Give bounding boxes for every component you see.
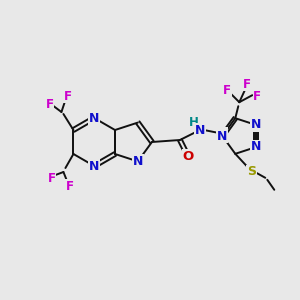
Text: N: N [217,128,227,140]
Text: F: F [45,98,53,110]
Text: F: F [253,90,261,103]
Text: N: N [251,118,261,131]
Text: H: H [189,116,199,128]
Text: N: N [89,160,99,172]
Text: O: O [182,149,194,163]
Text: N: N [217,130,227,142]
Text: F: F [65,179,74,193]
Text: F: F [223,84,231,97]
Text: F: F [47,172,56,184]
Text: N: N [133,155,143,168]
Text: F: F [63,89,71,103]
Text: F: F [243,78,251,91]
Text: N: N [251,140,261,154]
Text: S: S [247,165,256,178]
Text: N: N [195,124,205,136]
Text: N: N [89,112,99,124]
